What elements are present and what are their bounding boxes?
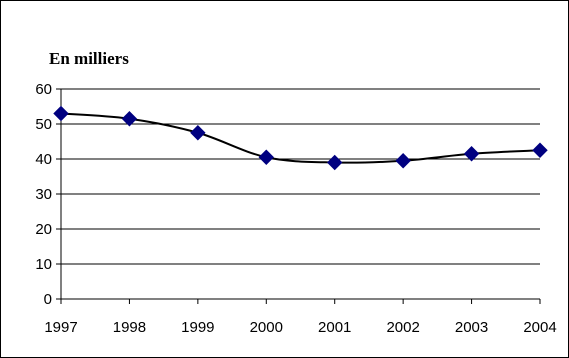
x-tick-label: 2002 — [386, 319, 419, 336]
data-point-marker — [327, 154, 343, 171]
data-point-marker — [463, 146, 480, 162]
y-tick-label: 30 — [35, 186, 52, 203]
x-tick-label: 1998 — [113, 319, 146, 336]
y-tick-label: 50 — [35, 116, 52, 133]
y-tick-label: 40 — [35, 151, 52, 168]
y-tick-label: 0 — [44, 291, 52, 308]
x-tick-label: 1999 — [181, 319, 214, 336]
data-point-marker — [532, 142, 548, 158]
y-tick-label: 20 — [35, 221, 52, 238]
x-tick-label: 2003 — [455, 319, 488, 336]
x-tick-label: 1997 — [44, 319, 77, 336]
x-tick-label: 2000 — [250, 319, 283, 336]
axes — [56, 88, 541, 304]
series — [53, 105, 548, 171]
x-tick-label: 2001 — [318, 319, 351, 336]
data-point-marker — [53, 105, 69, 122]
data-point-marker — [258, 149, 274, 165]
data-point-marker — [190, 125, 206, 141]
data-point-marker — [395, 153, 411, 169]
unit-label: En milliers — [49, 49, 129, 68]
y-tick-labels: 0 10 20 30 40 50 60 — [35, 81, 52, 308]
y-tick-label: 10 — [35, 256, 52, 273]
x-tick-label: 2004 — [523, 319, 556, 336]
x-tick-labels: 1997 1998 1999 2000 2001 2002 2003 2004 — [44, 319, 556, 336]
gridlines — [61, 88, 540, 265]
data-point-marker — [121, 111, 138, 127]
y-tick-label: 60 — [35, 81, 52, 98]
